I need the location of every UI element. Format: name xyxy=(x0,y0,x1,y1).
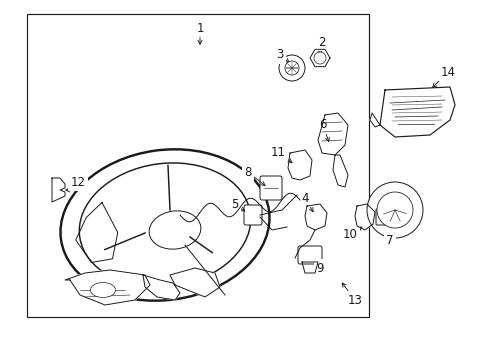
Polygon shape xyxy=(305,204,326,230)
Text: 12: 12 xyxy=(70,175,85,189)
Polygon shape xyxy=(332,155,347,187)
Text: 5: 5 xyxy=(231,198,238,211)
FancyBboxPatch shape xyxy=(244,205,262,225)
Polygon shape xyxy=(379,87,454,137)
Polygon shape xyxy=(65,270,150,305)
Polygon shape xyxy=(309,49,329,67)
Text: 1: 1 xyxy=(196,22,203,35)
Text: 2: 2 xyxy=(318,36,325,49)
Circle shape xyxy=(285,61,298,75)
Polygon shape xyxy=(354,204,374,230)
Polygon shape xyxy=(52,178,65,202)
Bar xyxy=(27,14,368,317)
Ellipse shape xyxy=(90,283,115,297)
FancyBboxPatch shape xyxy=(375,209,387,225)
Text: 6: 6 xyxy=(319,118,326,131)
Text: 10: 10 xyxy=(342,229,357,242)
Circle shape xyxy=(376,192,412,228)
Text: 3: 3 xyxy=(276,49,283,62)
Polygon shape xyxy=(317,113,347,155)
Text: 14: 14 xyxy=(440,66,454,78)
Polygon shape xyxy=(170,268,220,297)
Ellipse shape xyxy=(149,211,201,249)
FancyBboxPatch shape xyxy=(297,246,321,264)
Polygon shape xyxy=(142,275,180,300)
Circle shape xyxy=(366,182,422,238)
Text: 7: 7 xyxy=(386,234,393,247)
Polygon shape xyxy=(287,150,311,180)
Text: 8: 8 xyxy=(244,166,251,179)
Text: 9: 9 xyxy=(316,261,323,274)
Text: 4: 4 xyxy=(301,192,308,204)
Polygon shape xyxy=(369,113,379,127)
Circle shape xyxy=(313,52,325,64)
FancyBboxPatch shape xyxy=(260,176,282,200)
Text: 11: 11 xyxy=(270,145,285,158)
Circle shape xyxy=(279,55,305,81)
Text: 13: 13 xyxy=(347,293,362,306)
